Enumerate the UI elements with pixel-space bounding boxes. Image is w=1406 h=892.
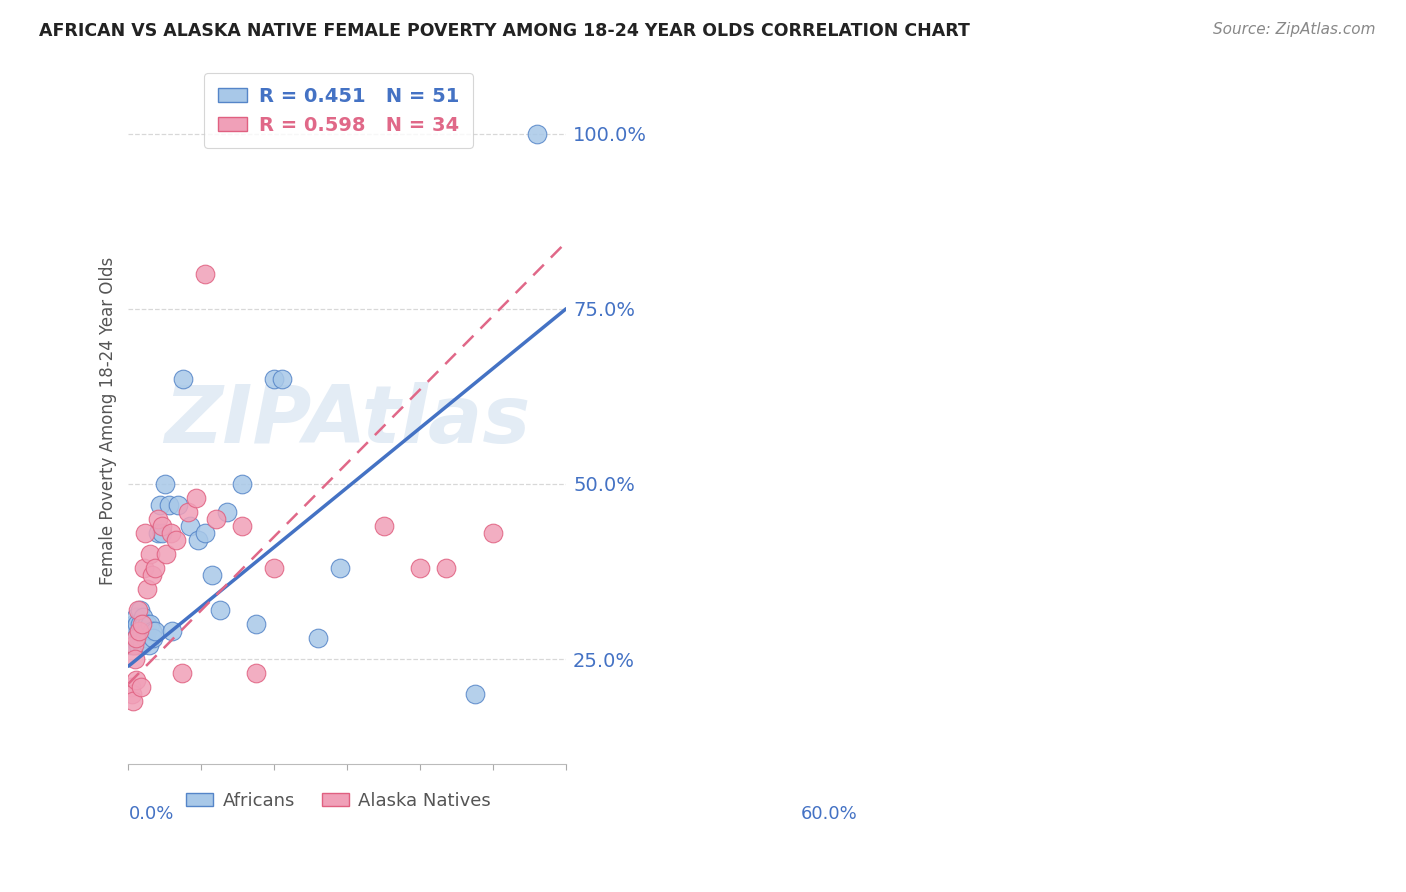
Point bbox=[205, 512, 228, 526]
Point bbox=[245, 617, 267, 632]
Point bbox=[172, 372, 194, 386]
Point bbox=[162, 624, 184, 639]
Point bbox=[150, 526, 173, 541]
Point bbox=[124, 624, 146, 639]
Text: AFRICAN VS ALASKA NATIVE FEMALE POVERTY AMONG 18-24 YEAR OLDS CORRELATION CHART: AFRICAN VS ALASKA NATIVE FEMALE POVERTY … bbox=[39, 22, 970, 40]
Point bbox=[170, 666, 193, 681]
Point bbox=[132, 610, 155, 624]
Point bbox=[131, 638, 153, 652]
Point bbox=[127, 603, 149, 617]
Point bbox=[148, 512, 170, 526]
Point bbox=[121, 687, 143, 701]
Point bbox=[373, 519, 395, 533]
Point bbox=[329, 561, 352, 575]
Point bbox=[122, 617, 145, 632]
Point bbox=[409, 561, 432, 575]
Point bbox=[270, 372, 292, 386]
Point bbox=[121, 631, 143, 645]
Point bbox=[179, 519, 201, 533]
Point bbox=[125, 631, 148, 645]
Point bbox=[129, 617, 152, 632]
Point bbox=[208, 603, 231, 617]
Point bbox=[134, 631, 156, 645]
Point bbox=[128, 624, 150, 639]
Point bbox=[125, 631, 148, 645]
Point bbox=[464, 687, 486, 701]
Point bbox=[167, 498, 190, 512]
Point bbox=[434, 561, 457, 575]
Point bbox=[159, 526, 181, 541]
Point bbox=[231, 519, 253, 533]
Point bbox=[150, 519, 173, 533]
Point bbox=[231, 477, 253, 491]
Y-axis label: Female Poverty Among 18-24 Year Olds: Female Poverty Among 18-24 Year Olds bbox=[100, 257, 117, 585]
Point bbox=[127, 638, 149, 652]
Point bbox=[121, 624, 143, 639]
Point bbox=[153, 477, 176, 491]
Point bbox=[124, 638, 146, 652]
Point bbox=[129, 631, 152, 645]
Point bbox=[307, 631, 329, 645]
Point bbox=[129, 680, 152, 694]
Point bbox=[482, 526, 505, 541]
Point bbox=[215, 505, 238, 519]
Text: 0.0%: 0.0% bbox=[128, 805, 174, 823]
Point bbox=[184, 491, 207, 505]
Point bbox=[132, 561, 155, 575]
Point bbox=[138, 547, 160, 561]
Point bbox=[131, 624, 153, 639]
Point bbox=[129, 603, 152, 617]
Point bbox=[141, 568, 163, 582]
Point bbox=[165, 533, 187, 547]
Point bbox=[135, 617, 157, 632]
Point bbox=[187, 533, 209, 547]
Point bbox=[124, 652, 146, 666]
Text: Source: ZipAtlas.com: Source: ZipAtlas.com bbox=[1212, 22, 1375, 37]
Point bbox=[142, 631, 165, 645]
Point bbox=[125, 673, 148, 688]
Point bbox=[177, 505, 200, 519]
Legend: Africans, Alaska Natives: Africans, Alaska Natives bbox=[179, 785, 498, 817]
Point bbox=[143, 561, 166, 575]
Point bbox=[134, 624, 156, 639]
Point bbox=[146, 526, 169, 541]
Text: ZIPAtlas: ZIPAtlas bbox=[165, 382, 530, 460]
Point bbox=[120, 638, 142, 652]
Point bbox=[141, 624, 163, 639]
Point bbox=[128, 624, 150, 639]
Point bbox=[125, 631, 148, 645]
Point bbox=[149, 498, 172, 512]
Point bbox=[143, 624, 166, 639]
Point bbox=[201, 568, 224, 582]
Point bbox=[194, 526, 217, 541]
Point bbox=[127, 617, 149, 632]
Point bbox=[157, 498, 180, 512]
Text: 60.0%: 60.0% bbox=[801, 805, 858, 823]
Point bbox=[124, 638, 146, 652]
Point bbox=[245, 666, 267, 681]
Point bbox=[134, 526, 156, 541]
Point bbox=[128, 631, 150, 645]
Point bbox=[155, 547, 177, 561]
Point bbox=[120, 680, 142, 694]
Point bbox=[136, 582, 159, 596]
Point bbox=[139, 617, 162, 632]
Point bbox=[194, 267, 217, 281]
Point bbox=[125, 610, 148, 624]
Point bbox=[131, 617, 153, 632]
Point bbox=[132, 617, 155, 632]
Point bbox=[526, 127, 548, 141]
Point bbox=[138, 638, 160, 652]
Point bbox=[136, 624, 159, 639]
Point bbox=[263, 372, 285, 386]
Point bbox=[263, 561, 285, 575]
Point bbox=[121, 694, 143, 708]
